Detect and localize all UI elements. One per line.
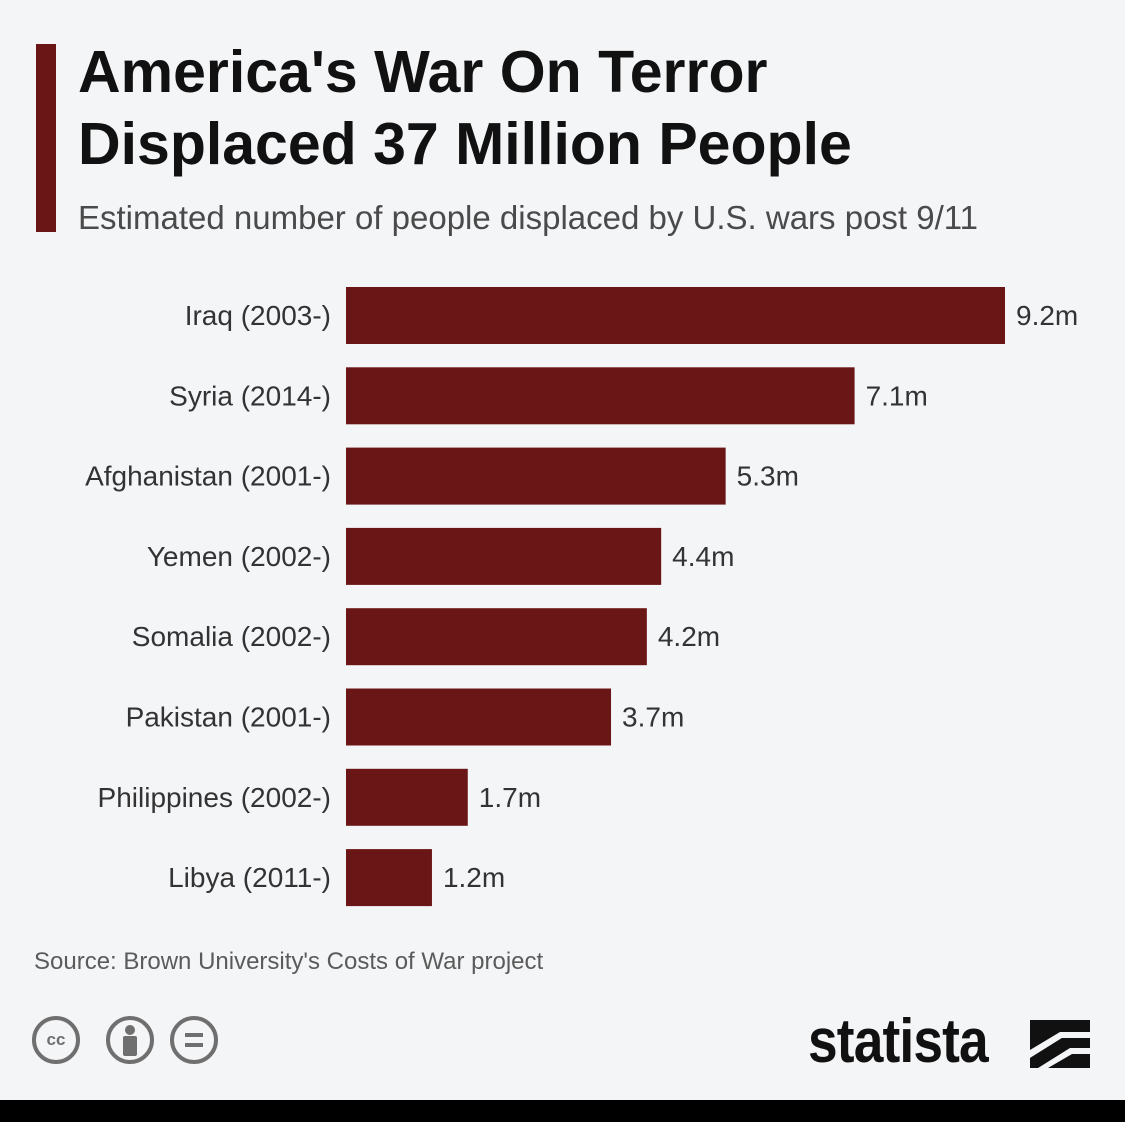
bottom-strip (0, 1100, 1125, 1122)
category-label: Syria (2014-) (169, 380, 331, 411)
bar (346, 608, 647, 666)
value-label: 1.7m (479, 782, 541, 813)
source-note: Source: Brown University's Costs of War … (34, 948, 544, 975)
bar (346, 768, 468, 826)
bar (346, 527, 662, 585)
title-accent-bar (36, 44, 56, 232)
chart-title-line-2: Displaced 37 Million People (78, 111, 852, 177)
value-label: 1.2m (443, 862, 505, 893)
category-label: Philippines (2002-) (98, 782, 331, 813)
value-label: 7.1m (866, 380, 928, 411)
statista-logo-icon (1030, 1020, 1090, 1068)
bar (346, 849, 432, 907)
cc-icon: cc (32, 1016, 80, 1064)
chart-title-line-1: America's War On Terror (78, 39, 768, 105)
value-label: 4.4m (672, 541, 734, 572)
chart-title: America's War On Terror Displaced 37 Mil… (78, 36, 1108, 180)
value-label: 5.3m (737, 461, 799, 492)
category-label: Yemen (2002-) (147, 541, 331, 572)
category-label: Iraq (2003-) (185, 300, 331, 331)
category-label: Libya (2011-) (168, 862, 331, 893)
value-label: 3.7m (622, 702, 684, 733)
category-label: Somalia (2002-) (132, 621, 331, 652)
no-derivatives-icon (170, 1016, 218, 1064)
bar (346, 688, 612, 746)
bar (346, 447, 726, 505)
bar (346, 367, 855, 425)
attribution-icon (106, 1016, 154, 1064)
category-label: Afghanistan (2001-) (85, 461, 331, 492)
chart-subtitle: Estimated number of people displaced by … (78, 199, 979, 236)
category-label: Pakistan (2001-) (126, 702, 331, 733)
bar (346, 287, 1005, 344)
statista-logo-text: statista (808, 1007, 989, 1076)
value-label: 9.2m (1016, 300, 1078, 331)
bar-chart: Iraq (2003-) 9.2m Syria (2014-) 7.1m Afghani… (85, 287, 1078, 907)
value-label: 4.2m (658, 621, 720, 652)
